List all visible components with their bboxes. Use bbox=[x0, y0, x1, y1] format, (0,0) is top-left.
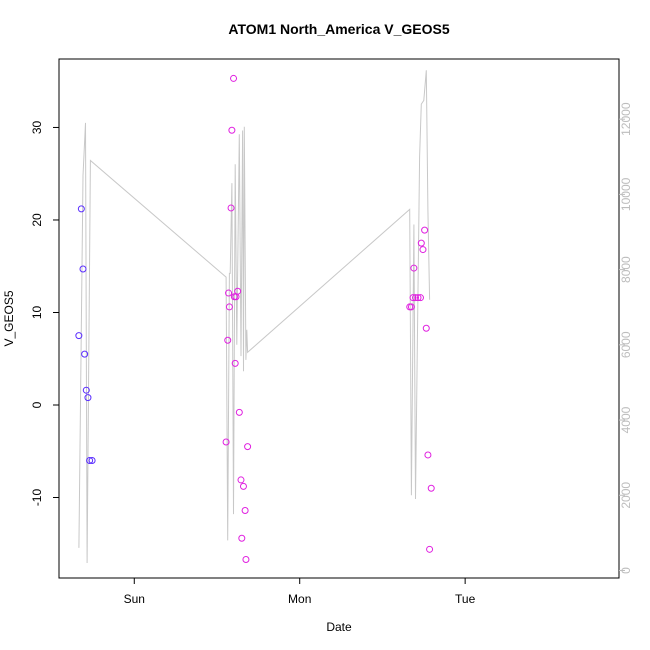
data-point bbox=[234, 287, 242, 295]
data-point bbox=[228, 126, 236, 134]
data-point bbox=[410, 264, 418, 272]
data-point bbox=[426, 545, 434, 553]
data-point bbox=[244, 443, 252, 451]
data-point bbox=[84, 394, 92, 402]
data-point bbox=[225, 303, 233, 311]
x-axis: Sun Mon Tue bbox=[124, 578, 476, 606]
data-point bbox=[424, 451, 432, 459]
x-tick-label: Sun bbox=[124, 592, 145, 606]
data-point bbox=[419, 246, 427, 254]
x-tick-label: Tue bbox=[455, 592, 476, 606]
data-point bbox=[412, 294, 420, 302]
data-point bbox=[224, 336, 232, 344]
y2-tick-label: 6000 bbox=[619, 331, 633, 358]
data-point bbox=[82, 386, 90, 394]
data-point bbox=[242, 555, 250, 563]
y-tick-label: 10 bbox=[30, 305, 44, 319]
x-tick-label: Mon bbox=[288, 592, 311, 606]
line-layer bbox=[78, 70, 431, 564]
data-point bbox=[409, 294, 417, 302]
y-tick-label: 0 bbox=[30, 401, 44, 408]
data-point bbox=[88, 457, 96, 465]
y-axis: -10 0 10 20 30 bbox=[30, 120, 59, 506]
y2-tick-label: 10000 bbox=[619, 177, 633, 211]
y-tick-label: 20 bbox=[30, 213, 44, 227]
data-point bbox=[222, 438, 230, 446]
data-point bbox=[231, 359, 239, 367]
data-point bbox=[86, 457, 94, 465]
data-point bbox=[81, 350, 89, 358]
plot-frame bbox=[58, 58, 620, 579]
chart-title: ATOM1 North_America V_GEOS5 bbox=[228, 21, 449, 37]
data-point bbox=[422, 324, 430, 332]
x-axis-label: Date bbox=[326, 620, 352, 634]
data-point bbox=[414, 294, 422, 302]
data-point bbox=[237, 476, 245, 484]
data-point bbox=[79, 265, 87, 273]
data-point bbox=[407, 303, 415, 311]
points-layer bbox=[75, 74, 435, 563]
data-point bbox=[417, 239, 425, 247]
data-point bbox=[225, 289, 233, 297]
data-point bbox=[75, 332, 83, 340]
data-point bbox=[235, 408, 243, 416]
data-point bbox=[421, 226, 429, 234]
data-point bbox=[77, 205, 85, 213]
y-axis-label: V_GEOS5 bbox=[2, 290, 16, 346]
data-point bbox=[239, 482, 247, 490]
y2-tick-label: 0 bbox=[619, 567, 633, 574]
y2-tick-label: 12000 bbox=[619, 102, 633, 136]
data-point bbox=[416, 294, 424, 302]
data-point bbox=[230, 74, 238, 82]
series-line bbox=[78, 70, 431, 564]
data-point bbox=[241, 506, 249, 514]
y-tick-label: 30 bbox=[30, 120, 44, 134]
data-point bbox=[227, 204, 235, 212]
y2-axis: 0 2000 4000 6000 8000 10000 12000 bbox=[619, 102, 633, 574]
data-point bbox=[427, 484, 435, 492]
y2-tick-label: 8000 bbox=[619, 256, 633, 283]
y-tick-label: -10 bbox=[30, 489, 44, 507]
data-point bbox=[238, 534, 246, 542]
y2-tick-label: 2000 bbox=[619, 482, 633, 509]
y2-tick-label: 4000 bbox=[619, 406, 633, 433]
